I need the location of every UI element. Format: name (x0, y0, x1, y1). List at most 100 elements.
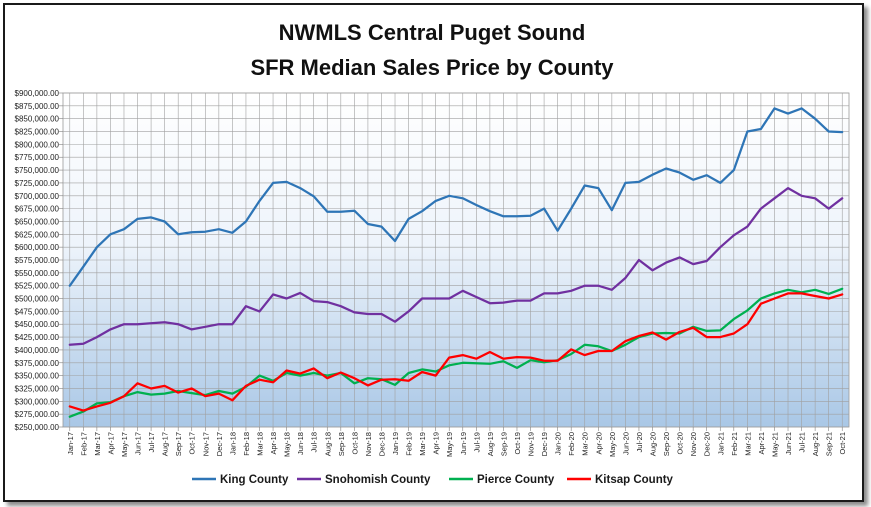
x-tick-label: Oct-21 (838, 432, 847, 455)
y-tick-label: $450,000.00 (15, 320, 60, 329)
series-line-1 (68, 107, 844, 287)
legend-label: Snohomish County (325, 474, 431, 486)
x-tick-label: Oct-18 (350, 432, 359, 455)
y-tick-label: $900,000.00 (15, 89, 60, 98)
y-tick-label: $675,000.00 (15, 205, 60, 214)
y-tick-label: $400,000.00 (15, 346, 60, 355)
x-tick-label: Sep-17 (174, 432, 183, 456)
y-axis-ticks: $250,000.00 $275,000.00 $300,000.00 $325,00… (15, 89, 63, 432)
y-tick-label: $775,000.00 (15, 153, 60, 162)
x-tick-label: Apr-19 (432, 432, 441, 455)
y-tick-label: $500,000.00 (15, 295, 60, 304)
x-tick-label: Jan-19 (391, 432, 400, 455)
chart-title-line-2: SFR Median Sales Price by County (250, 55, 614, 80)
y-tick-label: $275,000.00 (15, 410, 60, 419)
y-tick-label: $850,000.00 (15, 115, 60, 124)
x-axis-ticks: Jan-17 Feb-17 Mar-17 Apr-17 May-17 Jun-17 Jul-… (66, 427, 847, 457)
y-tick-label: $750,000.00 (15, 166, 60, 175)
y-tick-label: $825,000.00 (15, 128, 60, 137)
y-tick-label: $550,000.00 (15, 269, 60, 278)
y-tick-label: $700,000.00 (15, 192, 60, 201)
legend-label: Pierce County (477, 474, 555, 486)
x-tick-label: Mar-17 (93, 432, 102, 456)
x-tick-label: May-19 (445, 432, 454, 457)
x-tick-label: Jan-21 (716, 432, 725, 455)
x-tick-label: Aug-21 (811, 432, 820, 456)
x-tick-label: Jun-20 (621, 432, 630, 455)
x-tick-label: Mar-21 (743, 432, 752, 456)
x-tick-label: Jun-21 (784, 432, 793, 455)
x-tick-label: Aug-17 (161, 432, 170, 456)
y-tick-label: $725,000.00 (15, 179, 60, 188)
x-tick-label: Jan-18 (228, 432, 237, 455)
y-tick-label: $600,000.00 (15, 243, 60, 252)
x-tick-label: Sep-19 (499, 432, 508, 456)
series-line-2 (68, 186, 844, 346)
x-tick-label: Aug-19 (486, 432, 495, 456)
legend: King County Snohomish County Pierce County… (192, 474, 674, 486)
y-tick-label: $875,000.00 (15, 102, 60, 111)
x-tick-label: May-18 (283, 432, 292, 457)
y-tick-label: $800,000.00 (15, 140, 60, 149)
x-tick-label: May-20 (608, 432, 617, 457)
x-tick-label: Nov-19 (527, 432, 536, 456)
x-tick-label: Jan-17 (66, 432, 75, 455)
x-tick-label: Feb-20 (567, 432, 576, 456)
x-tick-label: Apr-18 (269, 432, 278, 455)
x-tick-label: Nov-17 (201, 432, 210, 456)
x-tick-label: Jun-17 (134, 432, 143, 455)
chart-title-line-1: NWMLS Central Puget Sound (279, 20, 586, 45)
x-tick-label: Dec-18 (377, 432, 386, 456)
x-tick-label: Jul-18 (310, 432, 319, 452)
x-tick-label: Jun-18 (296, 432, 305, 455)
y-tick-label: $375,000.00 (15, 359, 60, 368)
x-tick-label: Feb-19 (405, 432, 414, 456)
x-tick-label: Nov-18 (364, 432, 373, 456)
x-tick-label: Jan-20 (554, 432, 563, 455)
legend-label: Kitsap County (595, 474, 674, 486)
x-tick-label: May-21 (770, 432, 779, 457)
x-tick-label: Sep-21 (825, 432, 834, 456)
y-tick-label: $575,000.00 (15, 256, 60, 265)
y-tick-label: $475,000.00 (15, 307, 60, 316)
x-tick-label: Mar-18 (256, 432, 265, 456)
x-tick-label: Oct-20 (676, 432, 685, 455)
series-line-4 (68, 292, 844, 412)
y-tick-label: $525,000.00 (15, 282, 60, 291)
x-tick-label: Aug-18 (323, 432, 332, 456)
x-tick-label: Dec-17 (215, 432, 224, 456)
x-tick-label: Jul-19 (472, 432, 481, 452)
series-line-3 (68, 287, 844, 418)
y-tick-label: $300,000.00 (15, 397, 60, 406)
x-tick-label: Jul-17 (147, 432, 156, 452)
x-tick-label: Oct-19 (513, 432, 522, 455)
y-tick-label: $425,000.00 (15, 333, 60, 342)
y-tick-label: $325,000.00 (15, 384, 60, 393)
x-tick-label: Sep-18 (337, 432, 346, 456)
x-tick-label: Aug-20 (649, 432, 658, 456)
y-tick-label: $350,000.00 (15, 372, 60, 381)
series-lines (68, 107, 844, 418)
x-tick-label: Feb-21 (730, 432, 739, 456)
x-tick-label: Apr-17 (106, 432, 115, 455)
x-tick-label: Apr-21 (757, 432, 766, 455)
x-tick-label: Feb-17 (79, 432, 88, 456)
x-tick-label: May-17 (120, 432, 129, 457)
y-tick-label: $650,000.00 (15, 217, 60, 226)
x-tick-label: Mar-19 (418, 432, 427, 456)
y-tick-label: $625,000.00 (15, 230, 60, 239)
x-tick-label: Jun-19 (459, 432, 468, 455)
legend-label: King County (220, 474, 289, 486)
x-tick-label: Nov-20 (689, 432, 698, 456)
x-tick-label: Apr-20 (594, 432, 603, 455)
gridlines (63, 92, 849, 428)
x-tick-label: Feb-18 (242, 432, 251, 456)
x-tick-label: Mar-20 (581, 432, 590, 456)
x-tick-label: Dec-19 (540, 432, 549, 456)
x-tick-label: Dec-20 (703, 432, 712, 456)
y-tick-label: $250,000.00 (15, 423, 60, 432)
x-tick-label: Jul-21 (798, 432, 807, 452)
x-tick-label: Jul-20 (635, 432, 644, 452)
x-tick-label: Oct-17 (188, 432, 197, 455)
